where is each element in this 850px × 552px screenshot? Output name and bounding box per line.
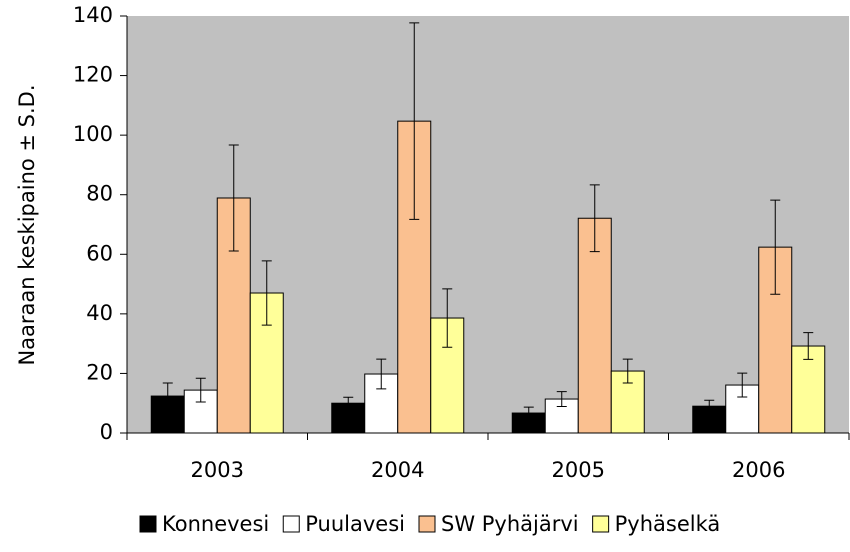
x-tick-label: 2004 xyxy=(371,458,424,482)
y-tick-label: 60 xyxy=(86,241,113,265)
legend-label: Puulavesi xyxy=(305,512,405,536)
error-bar xyxy=(442,288,453,348)
error-bar xyxy=(737,372,748,398)
legend-label: Pyhäselkä xyxy=(615,512,721,536)
y-tick-label: 0 xyxy=(100,420,113,444)
legend-swatch xyxy=(139,515,157,533)
x-tick-label: 2003 xyxy=(191,458,244,482)
legend-label: SW Pyhäjärvi xyxy=(441,512,579,536)
legend-swatch xyxy=(592,515,610,533)
error-bar xyxy=(162,382,173,410)
error-bar xyxy=(376,358,387,390)
legend-swatch xyxy=(282,515,300,533)
y-tick-label: 20 xyxy=(86,360,113,384)
y-axis-label: Naaraan keskipaino ± S.D. xyxy=(15,84,39,365)
error-bar xyxy=(803,332,814,360)
error-bar xyxy=(622,358,633,384)
error-bar xyxy=(704,399,715,413)
legend-swatch xyxy=(418,515,436,533)
error-bar xyxy=(343,396,354,410)
x-tick-label: 2005 xyxy=(552,458,605,482)
y-tick-label: 80 xyxy=(86,182,113,206)
legend-label: Konnevesi xyxy=(162,512,269,536)
error-bar xyxy=(228,144,239,252)
y-tick-label: 140 xyxy=(73,3,113,27)
error-bar xyxy=(523,406,534,420)
error-bar xyxy=(409,22,420,220)
bar xyxy=(791,345,826,434)
y-tick-label: 120 xyxy=(73,63,113,87)
error-bar xyxy=(261,260,272,326)
x-tick-label: 2006 xyxy=(732,458,785,482)
error-bar xyxy=(770,199,781,295)
error-bar xyxy=(556,391,567,407)
y-tick-label: 40 xyxy=(86,301,113,325)
y-tick-label: 100 xyxy=(73,122,113,146)
error-bar xyxy=(589,184,600,253)
error-bar xyxy=(195,377,206,403)
